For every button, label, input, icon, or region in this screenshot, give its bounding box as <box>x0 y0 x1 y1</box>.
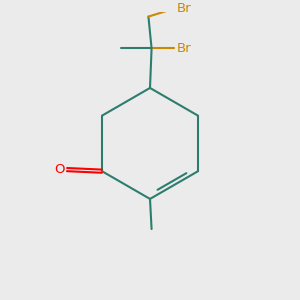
Text: Br: Br <box>177 42 191 55</box>
Text: O: O <box>54 163 64 176</box>
Text: Br: Br <box>177 2 191 15</box>
